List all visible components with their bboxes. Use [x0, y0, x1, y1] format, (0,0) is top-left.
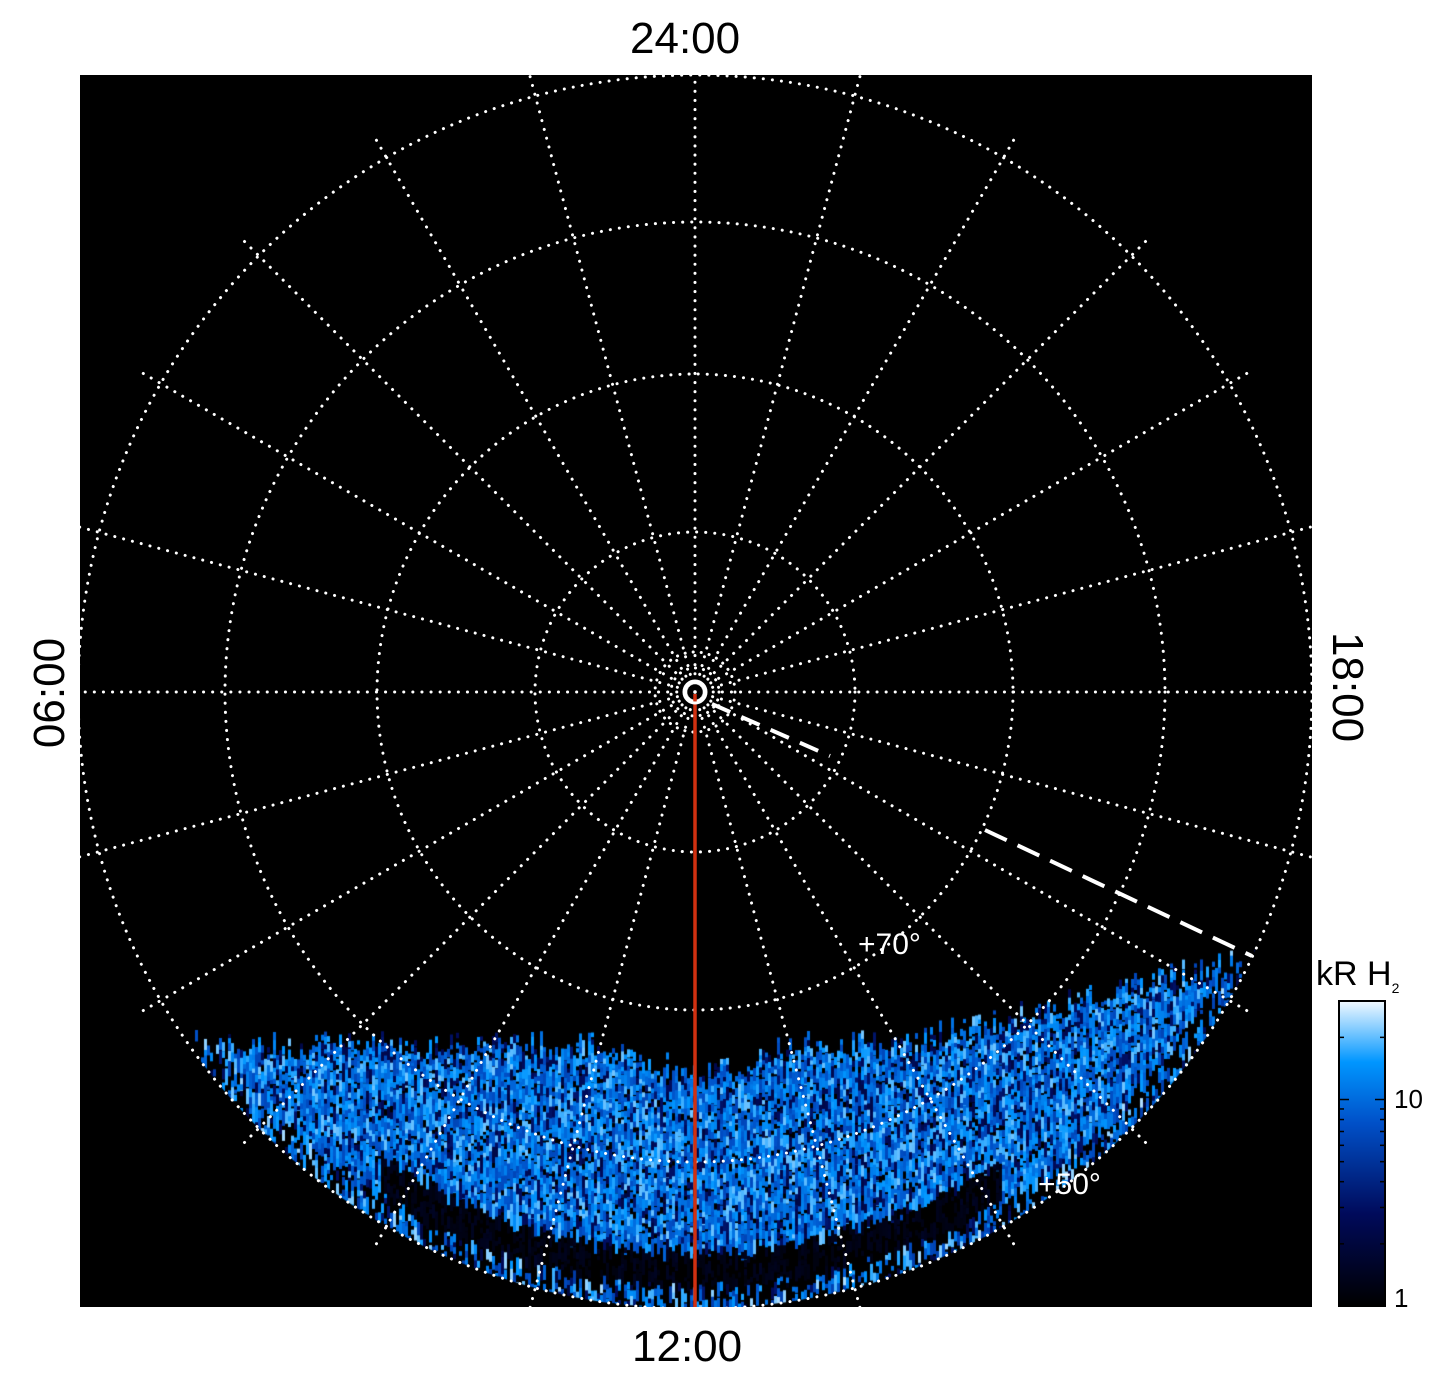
lat-label-50: +50° — [1038, 1168, 1101, 1201]
meridian-line — [373, 690, 697, 1248]
meridian-line — [139, 370, 697, 694]
meridian-line — [693, 690, 1150, 1147]
meridian-line — [693, 690, 1312, 859]
colorbar-label-subscript: 2 — [1391, 979, 1400, 996]
dashed-line-inner — [711, 702, 831, 758]
latitude-ring — [533, 530, 857, 854]
meridian-line — [80, 690, 697, 859]
meridian-line — [80, 525, 697, 694]
pole-marker — [682, 679, 708, 705]
colorbar-tick-1: 1 — [1394, 1283, 1409, 1313]
meridian-line — [373, 136, 697, 694]
meridian-line — [693, 136, 1017, 694]
meridian-line — [528, 75, 697, 694]
meridian-line — [693, 75, 862, 694]
lt-label-left: 06:00 — [25, 637, 74, 749]
latitude-ring — [653, 650, 737, 734]
dashed-line-outer — [984, 828, 1253, 958]
lt-label-bottom: 12:00 — [632, 1322, 743, 1371]
meridian-line — [139, 690, 697, 1014]
colorbar-label: kR H2 — [1316, 955, 1399, 996]
meridian-line — [693, 370, 1251, 694]
latitude-ring — [669, 666, 721, 718]
meridian-line — [693, 690, 862, 1307]
colorbar-tick-10: 10 — [1394, 1084, 1423, 1114]
colorbar — [1338, 1000, 1386, 1307]
colorbar-ticks — [1339, 1000, 1385, 1307]
meridian-line — [528, 690, 697, 1307]
lt-label-top: 24:00 — [630, 14, 741, 63]
meridian-line — [693, 525, 1312, 694]
colorbar-label-text: kR H — [1316, 955, 1392, 993]
meridian-line — [240, 237, 697, 694]
meridian-line — [693, 690, 1017, 1248]
lt-label-right: 18:00 — [1323, 631, 1372, 743]
meridian-line — [240, 690, 697, 1147]
meridian-line — [693, 237, 1150, 694]
meridian-line — [693, 690, 1251, 1014]
lat-label-70: +70° — [858, 928, 921, 961]
